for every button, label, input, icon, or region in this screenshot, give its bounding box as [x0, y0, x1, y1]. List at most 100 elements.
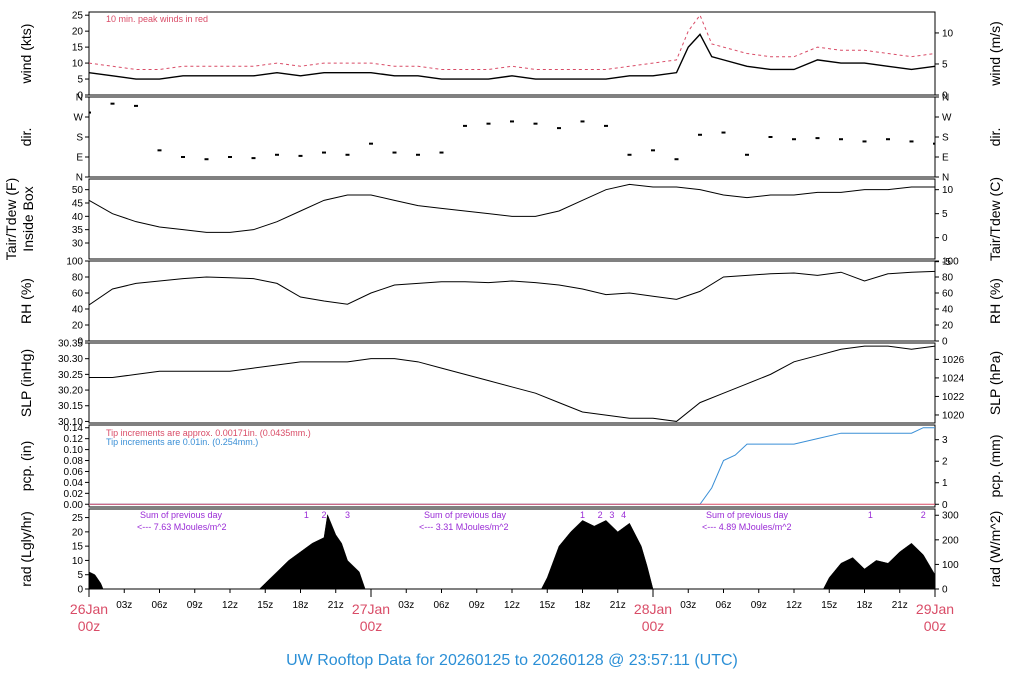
x-tick-label: 15z: [539, 600, 555, 611]
slp-ylabel: SLP (inHg): [18, 349, 34, 417]
slp-ytick-label: 30.15: [58, 401, 83, 412]
x-tick-label: 03z: [398, 600, 414, 611]
rh-ytick-right-label: 20: [942, 321, 954, 332]
x-tick-label: 09z: [751, 600, 767, 611]
x-day-label: 28Jan: [634, 601, 672, 617]
wind-ytick-right-label: 10: [942, 28, 954, 39]
rad-ylabel: rad (Lgly/hr): [18, 511, 34, 586]
pcp-data: [89, 427, 935, 505]
dir-point: [204, 158, 209, 161]
rh-ytick-label: 0: [77, 337, 83, 348]
rh-ytick-label: 40: [72, 305, 84, 316]
wind-ytick-label: 20: [72, 27, 84, 38]
pcp-panel: pcp. (in) pcp. (mm)0.000.020.040.060.080.…: [18, 423, 1003, 511]
rad-frame: [88, 508, 936, 590]
temp-ylabel-right: Tair/Tdew (C): [987, 177, 1003, 261]
dir-point: [298, 154, 303, 157]
x-tick-label: 18z: [292, 600, 308, 611]
rh-ytick-label: 20: [72, 321, 84, 332]
dir-ytick-label: E: [76, 153, 83, 164]
slp-ytick-label: 30.35: [58, 339, 83, 350]
x-tick-label: 18z: [856, 600, 872, 611]
x-day-hour-label: 00z: [78, 618, 101, 634]
dir-point: [557, 127, 561, 130]
x-day-label: 29Jan: [916, 601, 954, 617]
wind-ytick-right-label: 5: [942, 59, 948, 70]
pcp-ytick-right-label: 1: [942, 478, 948, 489]
dir-point: [886, 138, 890, 141]
wind-ytick-label: 0: [77, 91, 83, 102]
dir-point: [533, 122, 538, 125]
rad-marker: 2: [598, 510, 603, 520]
slp-series-line: [89, 345, 935, 422]
dir-ytick-right-label: W: [942, 113, 952, 124]
slp-panel: SLP (inHg) SLP (hPa) 30.10 30.15 30.20 30.25 3…: [18, 339, 1003, 428]
rh-ytick-label: 60: [72, 289, 84, 300]
x-tick-label: 15z: [821, 600, 837, 611]
slp-ytick-right-label: 1022: [942, 392, 965, 403]
dir-ytick-right-label: S: [942, 133, 949, 144]
slp-ytick-right-label: 1024: [942, 373, 965, 384]
slp-frame: [88, 342, 936, 424]
temp-ytick-label: 40: [72, 212, 84, 223]
rad-marker: 3: [345, 510, 350, 520]
rh-ytick-label: 80: [72, 273, 84, 284]
temp-ytick-right-label: 10: [942, 185, 954, 196]
x-tick-label: 21z: [328, 600, 344, 611]
dir-ytick-label: S: [76, 133, 83, 144]
slp-ytick-label: 30.25: [58, 370, 83, 381]
x-tick-label: 12z: [222, 600, 238, 611]
dir-point: [580, 120, 585, 123]
pcp-frame: [88, 424, 936, 508]
pcp-ytick-label: 0.14: [64, 423, 84, 434]
dir-point: [815, 137, 820, 140]
dir-ylabel-right: dir.: [987, 128, 1003, 147]
rad-ytick-right-label: 200: [942, 535, 959, 546]
slp-ytick-right-label: 1020: [942, 410, 965, 421]
footer-title: UW Rooftop Data for 20260125 to 20260128…: [286, 652, 738, 669]
rad-ytick-right-label: 100: [942, 560, 959, 571]
pcp-ylabel: pcp. (in): [18, 441, 34, 492]
rad-sum-value-3: <--- 4.89 MJoules/m^2: [702, 522, 792, 532]
x-tick-label: 03z: [680, 600, 696, 611]
temp-panel: Tair/Tdew (F) Inside Box Tair/Tdew (C) 30 35…: [3, 177, 1003, 268]
rh-series-line: [89, 270, 935, 306]
wind-panel: wind (kts) wind (m/s) 0 5 10 15 20 25 0 5 10: [18, 11, 1003, 102]
rad-marker: 1: [868, 510, 873, 520]
rad-ytick-label: 25: [72, 513, 84, 524]
dir-point: [369, 142, 373, 145]
dir-point: [674, 158, 679, 161]
rad-ytick-right-label: 300: [942, 511, 959, 522]
dir-point: [89, 111, 91, 114]
rad-ylabel-right: rad (W/m^2): [987, 511, 1003, 588]
wind-data: [89, 14, 935, 80]
x-tick-label: 18z: [574, 600, 590, 611]
x-day-hour-label: 00z: [360, 618, 383, 634]
dir-frame: [88, 96, 936, 178]
x-tick-label: 12z: [504, 600, 520, 611]
rad-ytick-label: 10: [72, 556, 84, 567]
dir-point: [110, 102, 115, 105]
slp-ytick-label: 30.30: [58, 354, 83, 365]
wind-ytick-label: 15: [72, 43, 84, 54]
rad-marker: 1: [304, 510, 309, 520]
rh-ylabel-right: RH (%): [987, 278, 1003, 324]
dir-point: [698, 133, 702, 136]
dir-point: [416, 153, 420, 156]
dir-point: [627, 153, 632, 156]
dir-point: [604, 124, 608, 127]
wind-note: 10 min. peak winds in red: [106, 14, 208, 24]
dir-point: [933, 142, 935, 145]
dir-point: [392, 151, 397, 154]
rad-sum-label-1: Sum of previous day: [140, 510, 223, 520]
rad-ytick-label: 20: [72, 527, 84, 538]
rad-ytick-right-label: 0: [942, 585, 948, 596]
rad-sum-label-3: Sum of previous day: [706, 510, 789, 520]
x-tick-label: 03z: [116, 600, 132, 611]
x-axis: 03z 06z 09z 12z 15z 18z 21z 03z 06z 09z 12z 15z 18z 2…: [70, 589, 954, 634]
dir-point: [157, 149, 162, 152]
rad-marker: 2: [321, 510, 326, 520]
rad-panel: rad (Lgly/hr) rad (W/m^2) 0 5 10 15 20 25 0 100 20…: [18, 508, 1003, 596]
pcp-ylabel-right: pcp. (mm): [987, 435, 1003, 498]
wind-peak-line: [89, 14, 935, 70]
